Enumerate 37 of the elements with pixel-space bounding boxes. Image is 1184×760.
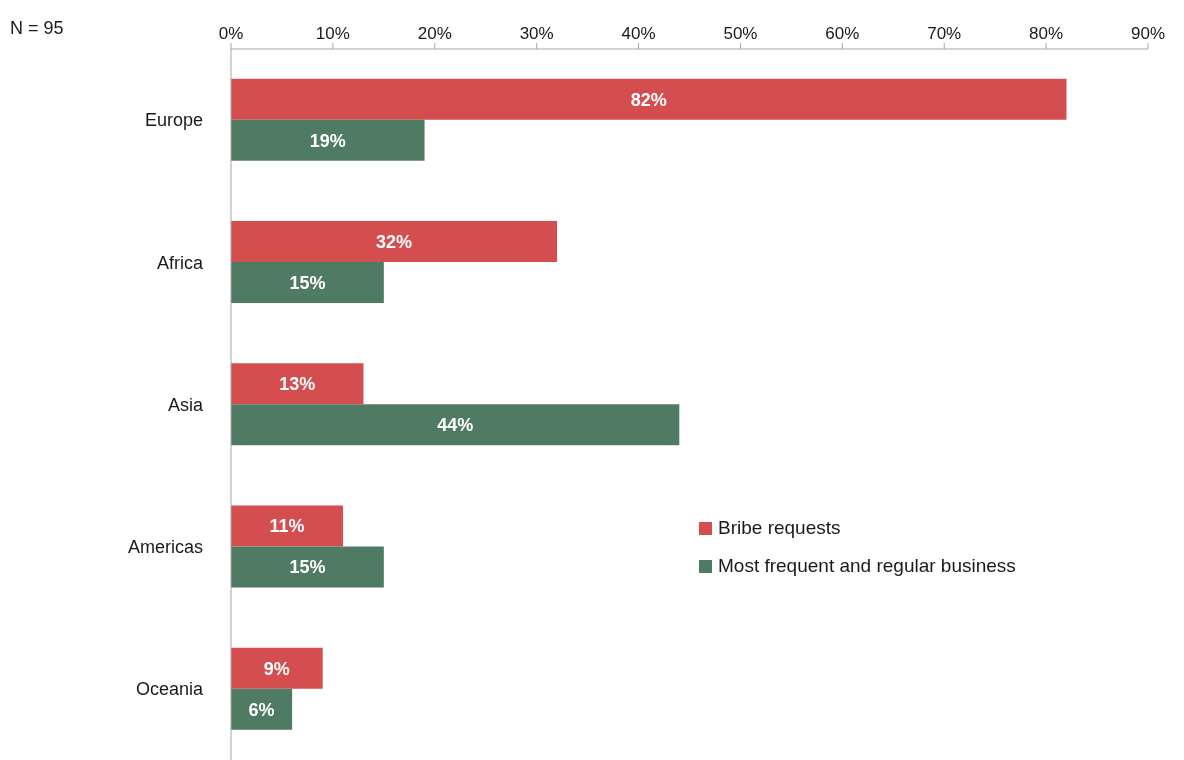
legend-label: Bribe requests [718, 517, 841, 539]
data-label: 11% [269, 516, 305, 537]
y-tick-label: Europe [144, 110, 203, 131]
x-tick-label: 50% [723, 24, 758, 43]
x-tick-label: 20% [417, 24, 452, 43]
bar [231, 78, 1067, 120]
x-tick-label: 10% [315, 24, 350, 43]
y-tick-label: Americas [127, 537, 203, 558]
x-tick-label: 40% [621, 24, 656, 43]
x-tick-label: 90% [1130, 24, 1166, 43]
y-tick-label: Oceania [135, 679, 204, 700]
legend-label: Most frequent and regular business [718, 555, 1016, 577]
data-label: 19% [309, 130, 346, 151]
bar [231, 221, 558, 263]
bar [231, 546, 384, 588]
bar [231, 262, 384, 304]
data-label: 15% [289, 272, 326, 293]
x-tick-label: 60% [825, 24, 860, 43]
data-label: 15% [289, 557, 326, 578]
bar [231, 505, 344, 547]
data-label: 32% [376, 231, 413, 252]
text: N = 95 [10, 18, 64, 39]
data-label: 9% [263, 658, 290, 679]
y-tick-label: Africa [156, 252, 204, 273]
x-tick-label: 0% [218, 24, 244, 43]
bar [231, 363, 364, 405]
data-label: 82% [630, 89, 667, 110]
bar [231, 404, 680, 446]
data-label: 6% [248, 699, 275, 720]
x-tick-label: 30% [519, 24, 554, 43]
x-tick-label: 70% [927, 24, 962, 43]
y-tick-label: Asia [167, 394, 204, 415]
data-label: 44% [437, 415, 474, 436]
x-tick-label: 80% [1029, 24, 1064, 43]
bar [231, 647, 323, 689]
bar [231, 119, 425, 161]
data-label: 13% [279, 374, 316, 395]
